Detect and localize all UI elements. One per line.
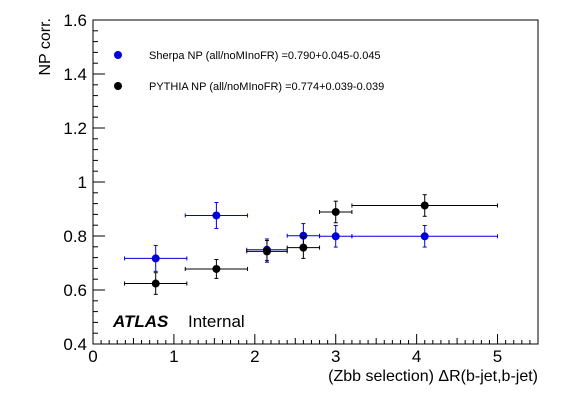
data-point — [331, 207, 340, 216]
x-axis: 0 1 2 3 4 5 — [88, 334, 539, 366]
data-point — [420, 232, 429, 241]
y-tick-label: 0.6 — [63, 281, 87, 300]
x-tick-label: 0 — [88, 347, 97, 366]
data-point — [151, 254, 160, 263]
legend-marker — [114, 51, 122, 59]
y-tick-label: 1.6 — [63, 11, 87, 30]
x-tick-label: 1 — [169, 347, 178, 366]
y-tick-label: 0.4 — [63, 335, 87, 354]
data-point — [151, 279, 160, 288]
atlas-label: ATLAS — [112, 312, 169, 331]
atlas-internal-label: Internal — [188, 312, 245, 331]
data-series — [124, 194, 499, 295]
y-axis: 0.4 0.6 0.8 1 1.2 1.4 1.6 — [63, 11, 105, 354]
x-tick-label: 2 — [250, 347, 259, 366]
data-point — [331, 232, 340, 241]
y-axis-title: NP corr. — [37, 18, 54, 76]
y-tick-label: 1.2 — [63, 119, 87, 138]
x-tick-label: 3 — [331, 347, 340, 366]
data-point — [299, 243, 308, 252]
legend-label: Sherpa NP (all/noMInoFR) =0.790+0.045-0.… — [149, 50, 381, 62]
data-point — [299, 231, 308, 240]
data-point — [212, 211, 221, 220]
y-tick-label: 1 — [78, 173, 87, 192]
y-tick-label: 0.8 — [63, 227, 87, 246]
legend-marker — [114, 82, 122, 90]
legend-label: PYTHIA NP (all/noMInoFR) =0.774+0.039-0.… — [149, 81, 384, 93]
x-axis-title: (Zbb selection) ΔR(b-jet,b-jet) — [328, 368, 538, 385]
legend: Sherpa NP (all/noMInoFR) =0.790+0.045-0.… — [114, 50, 384, 93]
plot-frame — [92, 19, 539, 345]
y-tick-label: 1.4 — [63, 65, 87, 84]
x-tick-label: 5 — [493, 347, 502, 366]
series-1 — [124, 202, 499, 272]
data-point — [262, 247, 271, 256]
data-point — [212, 264, 221, 273]
plot-frame-group — [92, 19, 539, 345]
data-point — [420, 201, 429, 210]
x-tick-label: 4 — [412, 347, 421, 366]
series-2 — [124, 194, 499, 295]
